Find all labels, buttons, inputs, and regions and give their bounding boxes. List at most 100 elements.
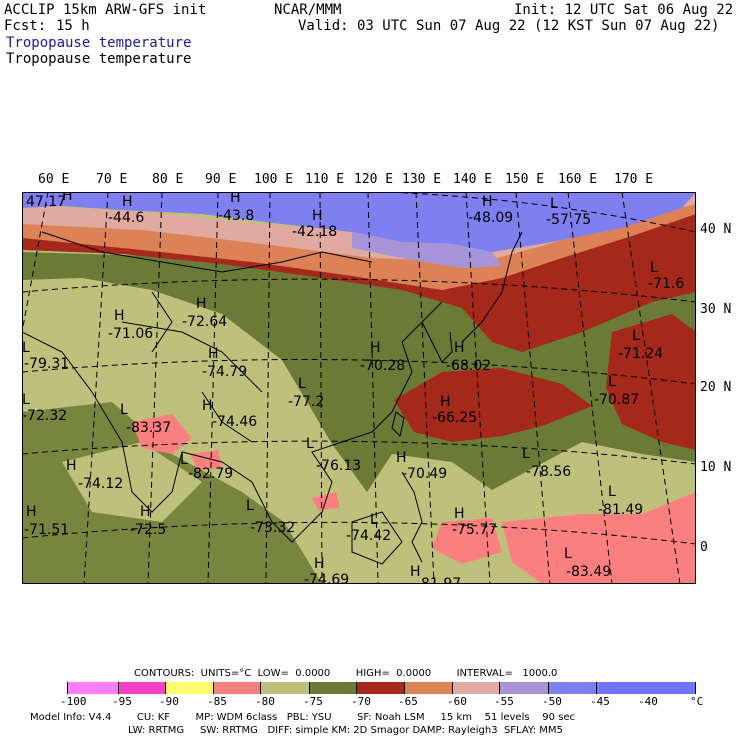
orange-band <box>22 192 696 290</box>
extremum-value: -74.79 <box>202 364 247 380</box>
lon-line <box>515 192 551 584</box>
border-line <box>151 291 173 353</box>
extremum-type: H <box>396 450 407 466</box>
extremum-value: -74.69 <box>304 572 349 584</box>
extremum-type: H <box>230 192 241 206</box>
extremum-value: -71.06 <box>108 326 153 342</box>
extremum-value: -71.51 <box>24 522 69 538</box>
legend-unit: °C <box>690 695 704 708</box>
lon-line <box>567 192 613 584</box>
forecast-value: 15 h <box>56 18 90 34</box>
extremum-type: H <box>482 194 493 210</box>
extremum-value: -83.37 <box>126 420 171 436</box>
extremum-type: L <box>246 498 254 514</box>
extremum-type: L <box>522 446 530 462</box>
extremum-type: H <box>114 308 125 324</box>
extremum-type: H <box>314 556 325 572</box>
model-info-line-1: Model Info: V4.4 CU: KF MP: WDM 6class P… <box>30 712 576 723</box>
lat-label: 10 N <box>700 460 732 475</box>
extremum-value: 47.17 <box>26 194 66 210</box>
init-time: Init: 12 UTC Sat 06 Aug 22 <box>514 2 734 18</box>
lat-label: 0 <box>700 540 708 555</box>
legend-swatch <box>453 682 500 694</box>
lon-label: 150 E <box>505 172 545 187</box>
extremum-value: -71.24 <box>618 346 663 362</box>
lon-label: 140 E <box>453 172 493 187</box>
legend-swatch <box>214 682 261 694</box>
extremum-type: L <box>22 392 30 408</box>
extremum-value: -75.77 <box>452 522 497 538</box>
coastline-japan <box>461 231 523 343</box>
extremum-value: -81.97 <box>416 576 461 584</box>
extremum-type: L <box>650 260 658 276</box>
extremum-type: H <box>140 504 151 520</box>
extremum-value: -82.79 <box>188 466 233 482</box>
legend-swatch <box>500 682 549 694</box>
legend-swatch <box>68 682 119 694</box>
lon-line <box>22 192 49 333</box>
legend-swatch <box>310 682 357 694</box>
contours-info: CONTOURS: UNITS=°C LOW= 0.0000 HIGH= 0.0… <box>134 668 558 679</box>
lon-line <box>319 192 323 584</box>
legend-swatch <box>22 682 68 694</box>
extremum-value: -79.31 <box>24 356 69 372</box>
extremum-type: H <box>62 192 73 204</box>
extremum-value: -43.8 <box>218 208 254 224</box>
lon-line <box>83 192 109 584</box>
extrema-group: H 47.17 H -44.6 H -43.8 H -42.18 H -48.0… <box>22 192 684 584</box>
center-name: NCAR/MMM <box>274 2 342 18</box>
lat-label: 40 N <box>700 222 732 237</box>
extremum-value: -74.12 <box>78 476 123 492</box>
extremum-type: L <box>180 452 188 468</box>
coastline-korea <box>421 321 453 363</box>
legend-tick: -85 <box>207 695 227 708</box>
lon-line <box>147 192 163 584</box>
extremum-value: -72.64 <box>182 314 227 330</box>
legend-tick: -45 <box>590 695 610 708</box>
legend-swatch <box>405 682 453 694</box>
extremum-type: L <box>22 340 30 356</box>
extremum-type: L <box>306 436 314 452</box>
legend-tick: -100 <box>60 695 87 708</box>
extremum-type: L <box>120 402 128 418</box>
extremum-type: H <box>440 394 451 410</box>
legend-swatch <box>597 682 696 694</box>
extremum-value: -73.32 <box>250 520 295 536</box>
extremum-type: L <box>608 484 616 500</box>
legend-tick: -60 <box>447 695 467 708</box>
extremum-value: -70.28 <box>360 358 405 374</box>
extremum-type: H <box>26 504 37 520</box>
extremum-value: -66.25 <box>432 410 477 426</box>
lon-label: 160 E <box>558 172 598 187</box>
extremum-type: L <box>608 374 616 390</box>
extremum-value: -76.13 <box>316 458 361 474</box>
legend-tick: -40 <box>638 695 658 708</box>
extremum-type: L <box>564 546 572 562</box>
model-title: ACCLIP 15km ARW-GFS init <box>4 2 207 18</box>
lon-line <box>415 192 435 584</box>
lat-label: 20 N <box>700 380 732 395</box>
extremum-value: -71.6 <box>648 276 684 292</box>
lon-label: 110 E <box>305 172 345 187</box>
border-line <box>201 391 253 443</box>
legend-tick: -90 <box>159 695 179 708</box>
lon-label: 130 E <box>402 172 442 187</box>
lon-label: 120 E <box>354 172 394 187</box>
legend-swatch <box>261 682 310 694</box>
lon-label: 100 E <box>254 172 294 187</box>
extremum-type: L <box>370 512 378 528</box>
border-line <box>41 231 373 273</box>
legend-tick: -55 <box>494 695 514 708</box>
legend-tick: -50 <box>542 695 562 708</box>
extremum-type: L <box>550 196 558 212</box>
red-blob-central <box>394 368 592 442</box>
extremum-value: -81.49 <box>598 502 643 518</box>
model-info-line-2: LW: RRTMG SW: RRTMG DIFF: simple KM: 2D … <box>128 725 563 736</box>
extremum-value: -42.18 <box>292 224 337 240</box>
blue-band <box>22 192 696 252</box>
lon-line <box>265 192 271 584</box>
extremum-value: -72.32 <box>22 408 67 424</box>
extremum-type: L <box>632 328 640 344</box>
salmon-patch-c <box>190 450 222 470</box>
extremum-value: -74.42 <box>346 528 391 544</box>
